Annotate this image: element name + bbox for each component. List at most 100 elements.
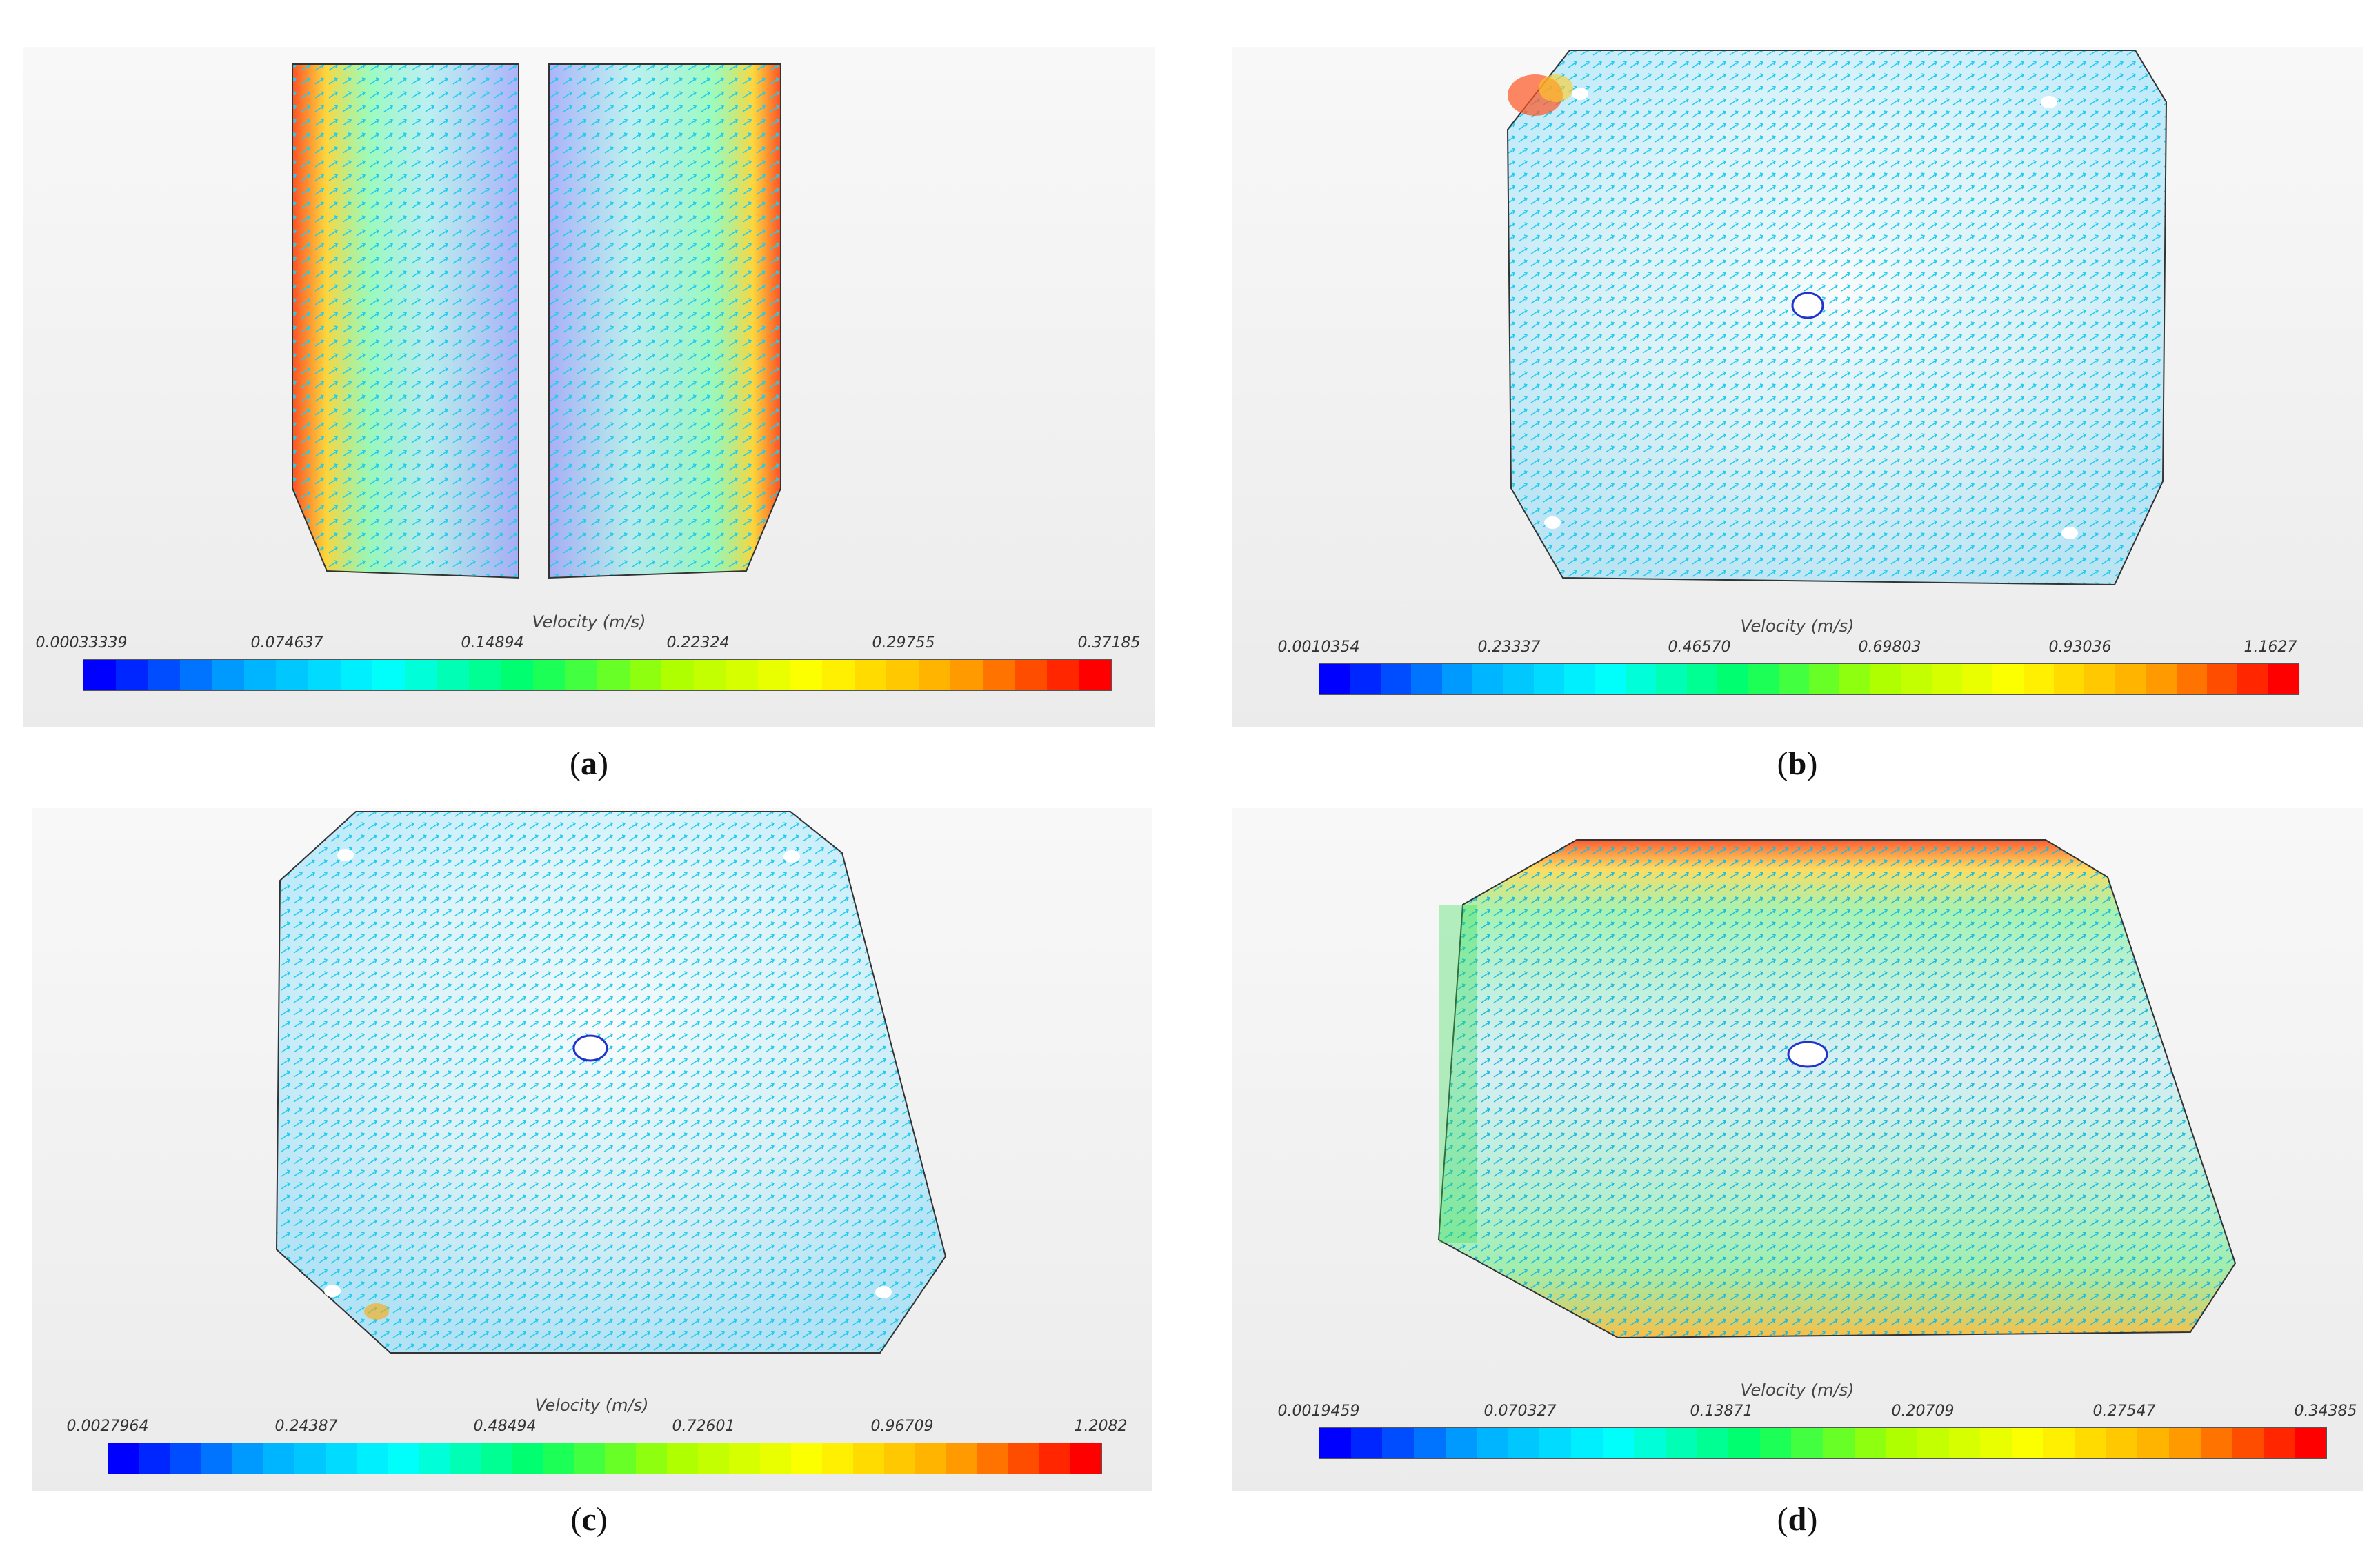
caption-b: (b) (1777, 745, 1818, 782)
colorbar-segment (1008, 1443, 1039, 1474)
colorbar-segment (108, 1443, 139, 1474)
colorbar-segment (821, 660, 855, 690)
colorbar-segment (1539, 1428, 1571, 1458)
colorbar-segment (532, 660, 566, 690)
colorbar-segment (2176, 664, 2207, 694)
colorbar-segment (1717, 664, 1748, 694)
colorbar-tick: 0.20709 (1891, 1403, 1955, 1420)
colorbar-segment (276, 660, 308, 690)
velocity-vector-field-b (1506, 50, 2168, 586)
colorbar-title: Velocity (m/s) (534, 1396, 649, 1415)
colorbar-tick: 0.070327 (1483, 1403, 1557, 1420)
colorbar-segment (1571, 1428, 1603, 1458)
colorbar-segment (1961, 664, 1993, 694)
colorbar-segment (698, 1443, 729, 1474)
colorbar (1319, 1427, 2327, 1459)
colorbar-segment (574, 1443, 605, 1474)
colorbar-segment (512, 1443, 543, 1474)
colorbar-segment (139, 1443, 170, 1474)
colorbar-segment (2115, 664, 2146, 694)
colorbar-segment (1350, 1428, 1383, 1458)
colorbar-segment (1656, 664, 1687, 694)
colorbar-segment (1380, 664, 1412, 694)
colorbar-segment (179, 660, 212, 690)
colorbar-segment (1870, 664, 1901, 694)
colorbar-tick: 1.1627 (2244, 639, 2297, 656)
colorbar-segment (757, 660, 790, 690)
colorbar-segment (854, 660, 887, 690)
colorbar-segment (2232, 1428, 2264, 1458)
colorbar-segment (1046, 660, 1079, 690)
colorbar-segment (977, 1443, 1008, 1474)
colorbar-tick: 0.93036 (2048, 639, 2112, 656)
colorbar-tick: 0.23337 (1477, 639, 1541, 656)
colorbar-segment (243, 660, 277, 690)
colorbar-segment (1039, 1443, 1070, 1474)
colorbar-segment (1697, 1428, 1729, 1458)
colorbar-tick: 0.00033339 (35, 634, 128, 652)
colorbar-segment (2237, 664, 2268, 694)
colorbar (1319, 663, 2299, 695)
colorbar-segment (481, 1443, 512, 1474)
colorbar-segment (1382, 1428, 1414, 1458)
colorbar-segment (372, 660, 405, 690)
colorbar-segment (1602, 1428, 1635, 1458)
colorbar-segment (693, 660, 726, 690)
colorbar-segment (1441, 664, 1472, 694)
colorbar-tick: 0.34385 (2294, 1403, 2357, 1420)
colorbar-segment (212, 660, 244, 690)
colorbar-segment (1809, 664, 1840, 694)
colorbar-segment (1901, 664, 1932, 694)
colorbar-segment (2168, 1428, 2201, 1458)
colorbar (108, 1443, 1102, 1474)
colorbar-segment (1980, 1428, 2012, 1458)
colorbar-segment (790, 660, 822, 690)
colorbar-segment (1634, 1428, 1666, 1458)
colorbar-segment (404, 660, 437, 690)
colorbar-segment (982, 660, 1015, 690)
colorbar-segment (170, 1443, 201, 1474)
colorbar-tick: 0.72601 (672, 1418, 735, 1435)
colorbar-segment (340, 660, 373, 690)
colorbar-segment (729, 1443, 760, 1474)
colorbar-segment (2075, 1428, 2106, 1458)
caption-c: (c) (570, 1501, 608, 1538)
colorbar-tick: 0.27547 (2092, 1403, 2156, 1420)
velocity-vector-field-a (292, 63, 781, 579)
colorbar-segment (2200, 1428, 2232, 1458)
colorbar-segment (1823, 1428, 1855, 1458)
colorbar-segment (2106, 1428, 2138, 1458)
colorbar-segment (2263, 1428, 2295, 1458)
colorbar-segment (1854, 1428, 1886, 1458)
colorbar-tick: 0.074637 (250, 634, 323, 652)
colorbar-segment (1625, 664, 1657, 694)
colorbar-title: Velocity (m/s) (1740, 616, 1855, 636)
colorbar-segment (636, 1443, 667, 1474)
colorbar-segment (1015, 660, 1047, 690)
colorbar-segment (629, 660, 662, 690)
colorbar-tick: 0.48494 (473, 1418, 537, 1435)
velocity-vector-field-d (1437, 839, 2237, 1339)
colorbar-segment (2268, 664, 2299, 694)
colorbar-segment (2023, 664, 2054, 694)
colorbar-tick: 0.29755 (872, 634, 935, 652)
colorbar-segment (1070, 1443, 1101, 1474)
colorbar-segment (2043, 1428, 2075, 1458)
colorbar-tick: 1.2082 (1074, 1418, 1128, 1435)
colorbar-segment (450, 1443, 481, 1474)
colorbar-segment (760, 1443, 791, 1474)
colorbar-segment (232, 1443, 263, 1474)
colorbar-tick: 0.13871 (1690, 1403, 1753, 1420)
colorbar-segment (148, 660, 180, 690)
colorbar-segment (886, 660, 919, 690)
colorbar-segment (1839, 664, 1870, 694)
colorbar-segment (1503, 664, 1534, 694)
colorbar-segment (1665, 1428, 1697, 1458)
colorbar-segment (1477, 1428, 1508, 1458)
colorbar-tick: 0.0010354 (1277, 639, 1360, 656)
colorbar-segment (2084, 664, 2115, 694)
colorbar-tick: 0.46570 (1668, 639, 1731, 656)
colorbar-segment (1759, 1428, 1792, 1458)
colorbar-segment (2295, 1428, 2326, 1458)
colorbar-segment (501, 660, 533, 690)
